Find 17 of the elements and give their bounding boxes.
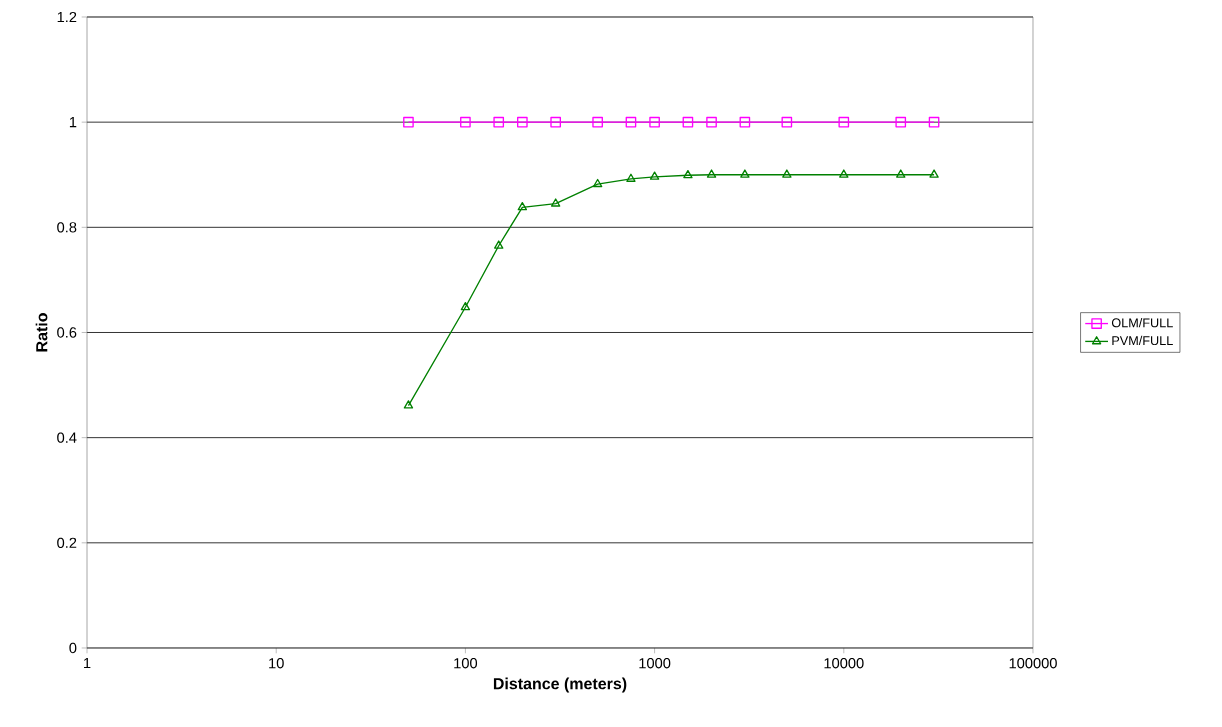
x-tick-label: 10 <box>269 658 284 669</box>
x-tick-label: 1000 <box>639 658 671 669</box>
x-tick-label: 10000 <box>824 658 864 669</box>
y-tick-label: 0 <box>69 642 77 654</box>
y-tick-label: 0.6 <box>57 327 77 338</box>
y-tick-label: 0.4 <box>57 432 77 443</box>
x-axis-title: Distance (meters) <box>493 677 627 693</box>
y-tick-label: 1.2 <box>57 11 77 23</box>
legend-label: OLM/FULL <box>1111 317 1173 328</box>
x-tick-label: 100 <box>454 658 478 669</box>
y-tick-label: 0.8 <box>57 222 77 233</box>
x-tick-label: 100000 <box>1009 658 1057 669</box>
y-axis-title: Ratio <box>35 313 48 352</box>
legend-label: PVM/FULL <box>1112 335 1173 346</box>
y-tick-label: 0.2 <box>57 537 77 549</box>
x-tick-label: 1 <box>84 658 91 669</box>
y-tick-label: 1 <box>69 117 77 128</box>
